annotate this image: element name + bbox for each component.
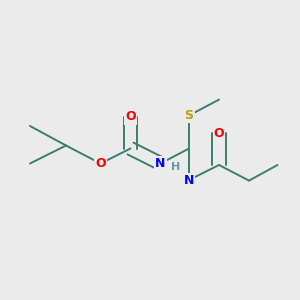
Text: O: O (95, 157, 106, 170)
Text: S: S (184, 109, 194, 122)
Text: O: O (214, 127, 224, 140)
Text: N: N (155, 157, 166, 170)
Text: H: H (171, 161, 180, 172)
Text: O: O (125, 110, 136, 124)
Text: N: N (184, 173, 194, 187)
